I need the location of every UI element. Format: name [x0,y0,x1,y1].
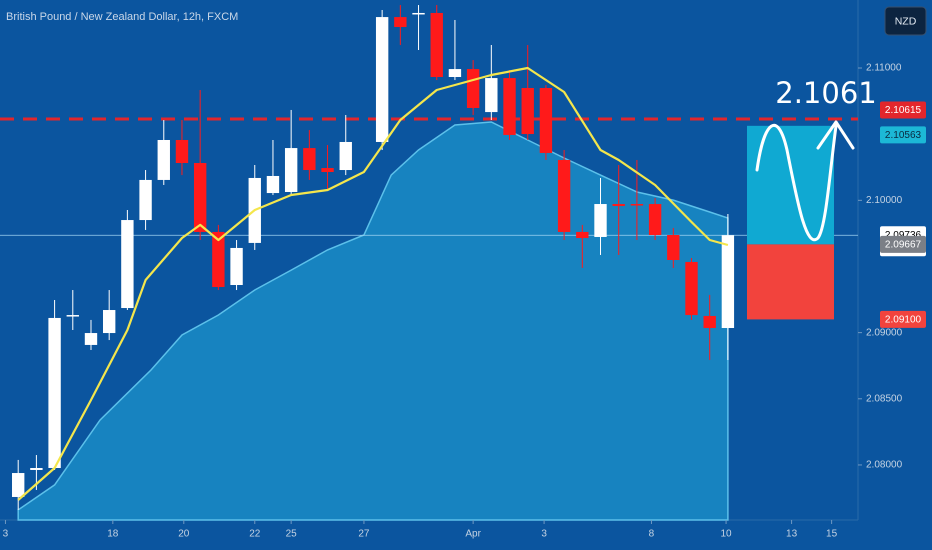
loss-zone [747,244,834,320]
candle-body [321,168,334,173]
x-tick-label: 13 [786,529,798,540]
area-series [17,121,729,521]
candle-body [503,78,516,135]
x-tick-label: 20 [178,529,190,540]
currency-label[interactable]: NZD [895,15,917,27]
currency-button[interactable] [884,6,927,36]
x-tick-label: 27 [358,529,370,540]
price-label-box [880,101,926,119]
ema-line [17,66,729,501]
candle-body [576,231,589,239]
candle-body [303,148,316,171]
candle-body [30,468,43,470]
price-label-box [880,235,926,253]
forecast-curve [755,124,838,242]
price-label: 2.09100 [885,315,922,326]
candle-body [557,159,571,232]
candle-body [121,220,134,309]
candle-body [412,12,425,15]
candle-body [466,69,480,108]
price-label: 2.09667 [885,240,922,251]
candle-body [48,317,61,468]
candle-body [721,235,735,329]
candle-body [667,234,680,260]
candle-body [448,69,462,78]
candle-body [394,17,407,27]
candle-body [430,12,443,78]
candle-body [12,473,25,497]
candle-body [539,87,553,153]
annotation: 2.1061 [775,76,876,110]
candle-body [485,78,498,113]
candle-body [612,204,625,207]
price-label: 2.09736 [885,230,922,241]
candle-body [630,204,644,206]
x-tick-label: 8 [649,529,655,540]
y-tick-label: 2.08000 [866,460,903,471]
price-label: 2.10615 [885,105,922,116]
candle-body [157,139,170,180]
x-tick-label: 18 [107,529,119,540]
y-tick-label: 2.09000 [866,327,903,338]
x-tick-label: Apr [465,529,481,540]
x-tick-label: 10 [721,529,733,540]
x-tick-label: 22 [249,529,261,540]
candle-body [84,333,98,345]
candle-body [703,315,716,329]
y-tick-label: 2.08500 [866,393,903,404]
candle-body [266,175,280,194]
candle-body [175,139,189,164]
candle-body [230,247,243,286]
x-tick-label: 15 [826,529,838,540]
x-tick-label: 25 [286,529,298,540]
plot-area: 2.1061 [0,5,877,521]
x-tick-label: 3 [3,529,9,540]
price-label: 2.10563 [885,130,922,141]
y-tick-label: 2.11000 [866,63,902,74]
candle-body [594,204,607,237]
forecast-arrow [816,120,855,150]
candle-body [139,179,152,221]
candle-body [193,163,207,232]
y-tick-label: 2.10000 [866,195,903,206]
candle-body [685,261,698,316]
candle-body [66,315,79,317]
candle-body [284,148,298,192]
candle-body [648,204,662,235]
candle-body [212,231,225,287]
x-tick-label: 3 [541,529,547,540]
candle-body [339,141,352,171]
candle-body [102,310,116,334]
axes: 2.08000 2.08500 2.09000 2.10000 2.11000 3 18 20… [3,63,926,540]
price-label-box [880,310,926,328]
price-label-box [880,126,926,144]
candle-body [521,87,534,135]
candle-body [375,17,389,142]
chart-title: British Pound / New Zealand Dollar, 12h,… [6,11,238,23]
